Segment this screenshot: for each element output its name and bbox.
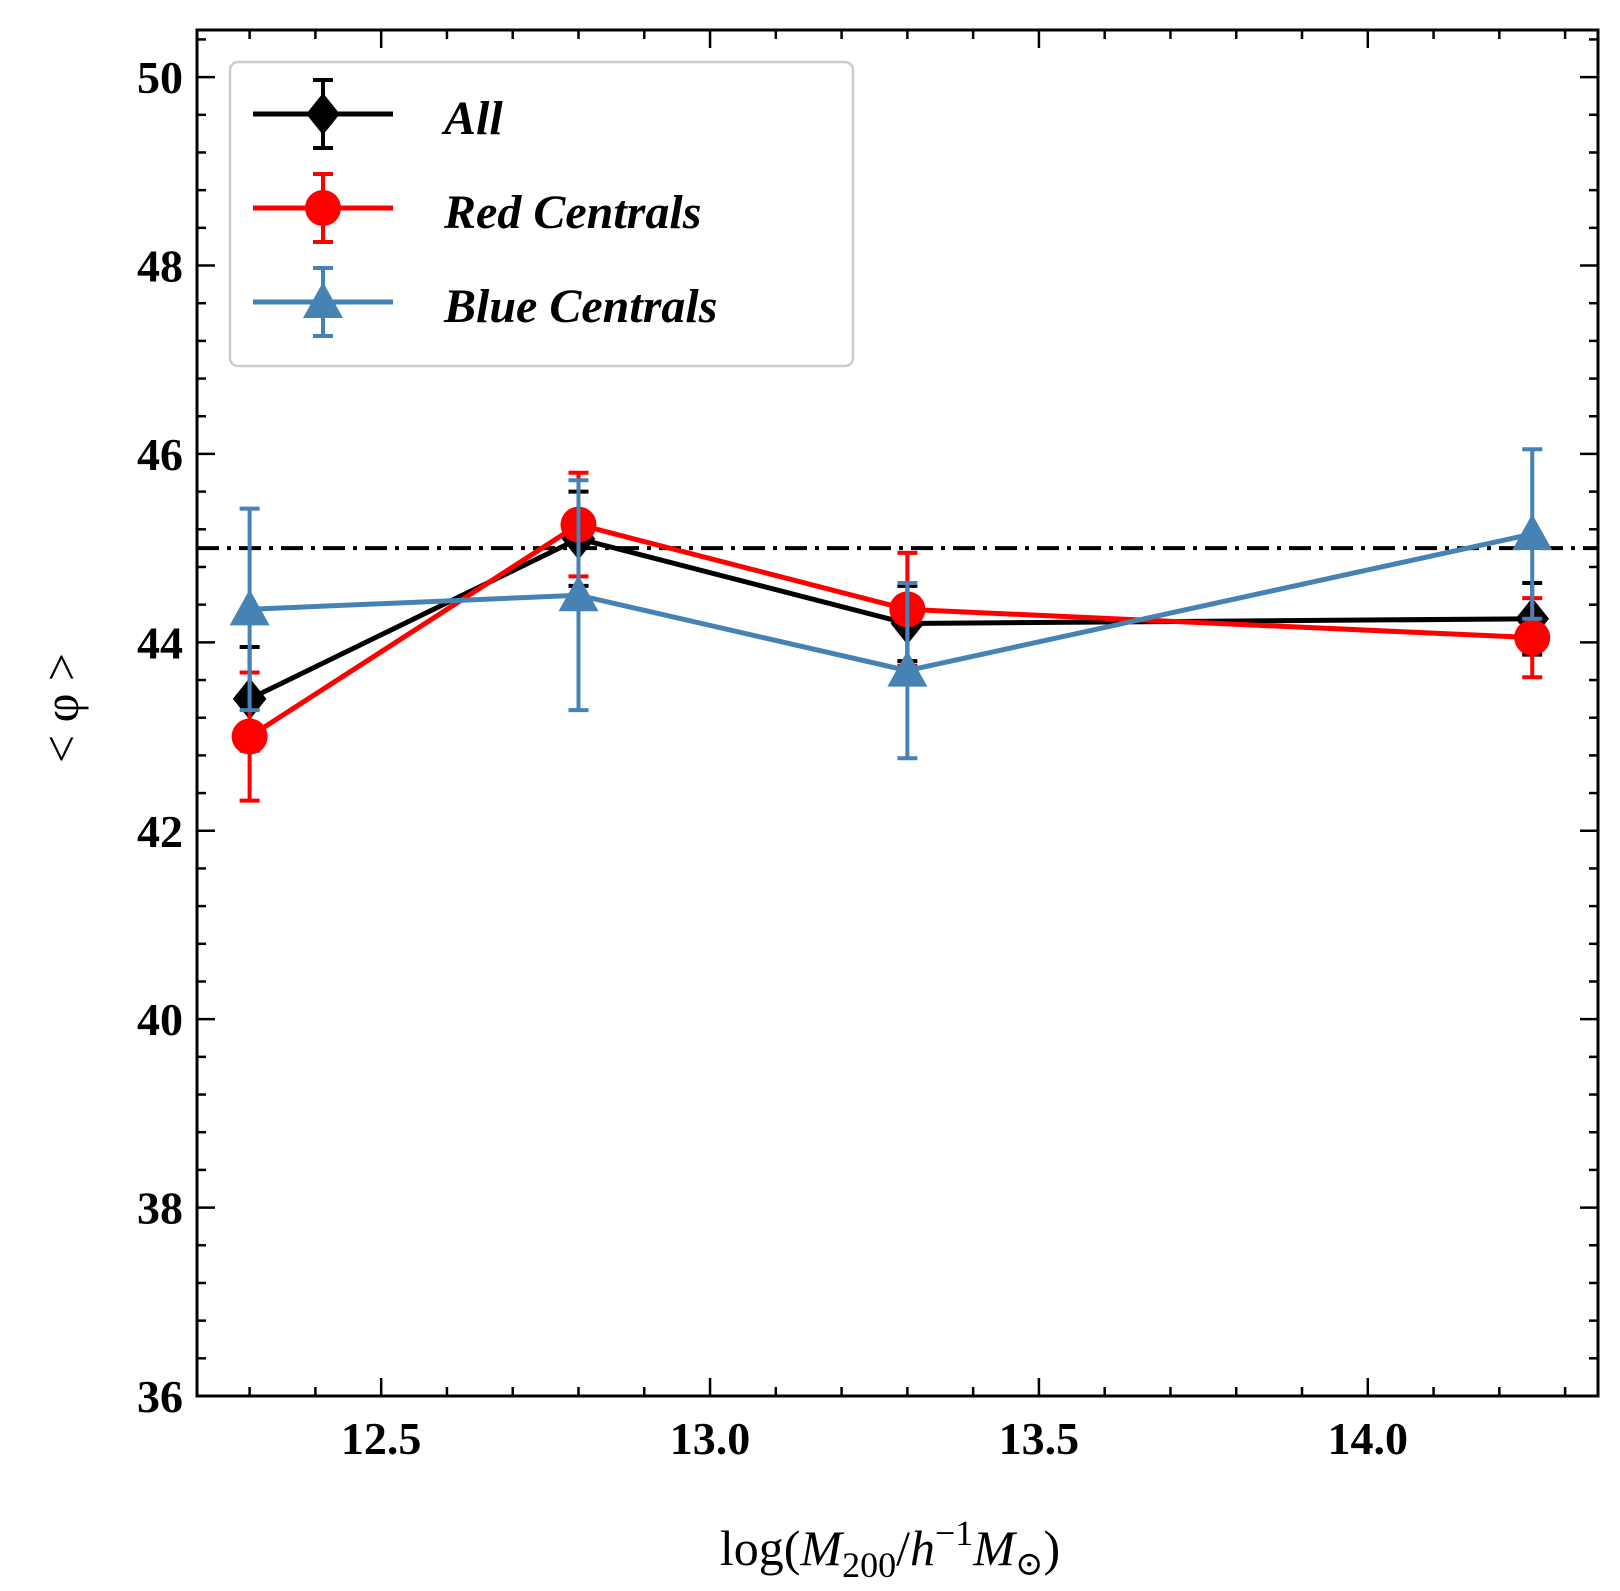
y-tick-label: 36 — [137, 1371, 183, 1422]
series-line — [248, 536, 1533, 702]
y-tick-label: 48 — [137, 241, 183, 292]
y-axis-label: < φ > — [33, 653, 89, 763]
series-layer — [229, 447, 1553, 803]
x-tick-label: 13.5 — [999, 1413, 1080, 1464]
data-point — [558, 575, 599, 612]
series-blue-centrals — [229, 447, 1553, 761]
legend-marker — [303, 282, 343, 318]
legend-label-red-centrals: Red Centrals — [443, 186, 701, 239]
x-label-m2: M — [972, 1520, 1017, 1576]
x-tick-label: 12.5 — [341, 1413, 422, 1464]
x-label-prefix: log( — [720, 1520, 801, 1576]
legend-marker — [305, 190, 341, 226]
plot-frame — [195, 28, 1600, 1398]
legend-label-all: All — [441, 92, 503, 145]
y-tick-label: 44 — [137, 617, 183, 668]
x-label-suffix: ) — [1043, 1520, 1060, 1576]
x-label-slash: / — [896, 1520, 910, 1576]
x-tick-label: 13.0 — [670, 1413, 751, 1464]
legend-entries — [253, 78, 393, 338]
y-tick-label: 40 — [137, 994, 183, 1045]
series-red-centrals — [231, 470, 1551, 803]
data-point — [1514, 619, 1551, 656]
x-axis-label: log(M200/h−1M⊙) — [720, 1513, 1060, 1585]
y-tick-label: 46 — [137, 429, 183, 480]
legend-label-blue-centrals: Blue Centrals — [443, 280, 717, 333]
series-line — [249, 531, 1533, 674]
y-tick-label: 42 — [137, 806, 183, 857]
data-point — [231, 718, 268, 755]
y-tick-label: 38 — [137, 1183, 183, 1234]
legend-marker — [306, 93, 340, 135]
legend-box — [228, 60, 855, 368]
y-tick-label: 50 — [137, 52, 183, 103]
x-tick-label: 14.0 — [1328, 1413, 1409, 1464]
x-label-h: h — [910, 1520, 935, 1576]
series-line — [248, 521, 1533, 739]
x-label-m: M — [799, 1520, 844, 1576]
data-point — [1512, 514, 1553, 551]
data-point — [229, 589, 270, 626]
ticks-layer: 12.5 13.0 13.5 14.0 36 38 40 42 44 46 48 50 — [137, 30, 1598, 1464]
data-point — [887, 650, 928, 687]
legend: All Red Centrals Blue Centrals — [228, 60, 855, 368]
x-label-odot: ⊙ — [1015, 1546, 1044, 1583]
x-label-sub: 200 — [842, 1545, 896, 1585]
x-label-sup: −1 — [935, 1513, 973, 1553]
